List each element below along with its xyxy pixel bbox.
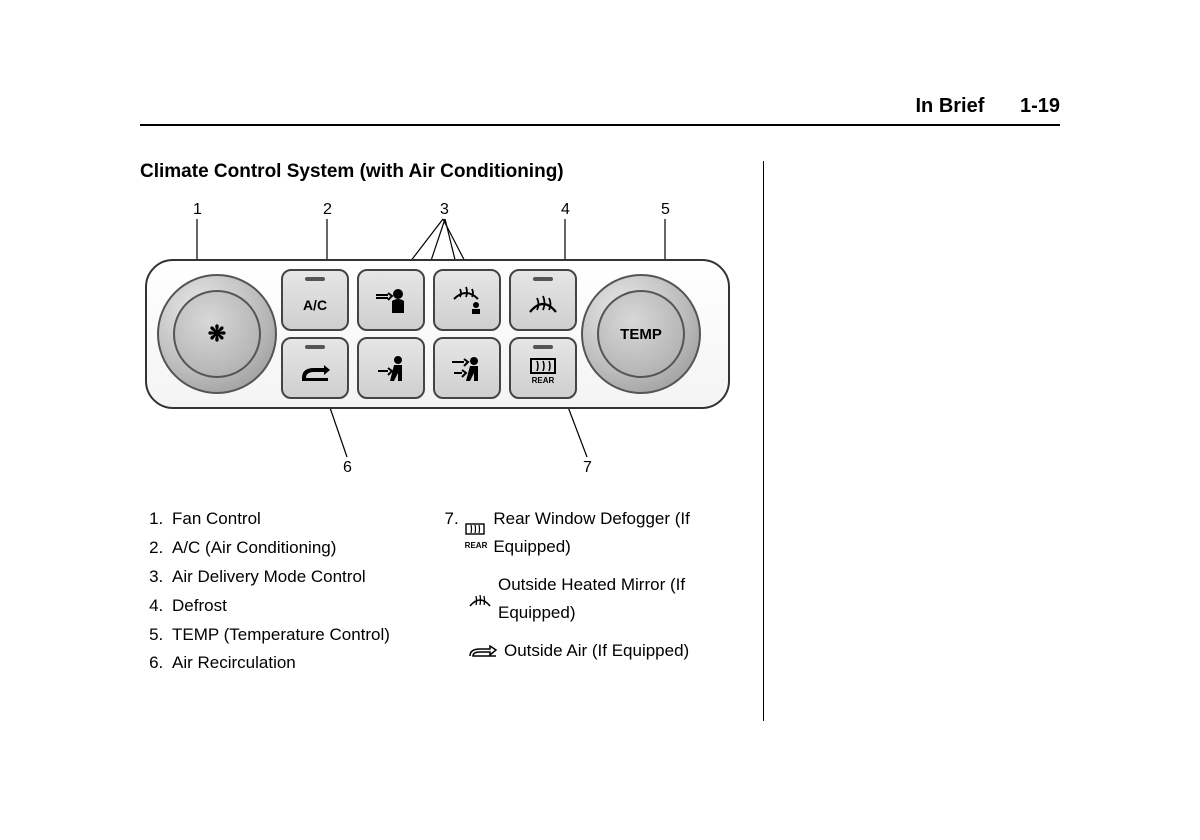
legend-text: Outside Air (If Equipped): [504, 637, 689, 665]
fan-knob: ❋: [157, 274, 277, 394]
callout-number: 5: [661, 201, 670, 219]
climate-control-diagram: ❋ A/C: [140, 201, 735, 481]
button-column-1: A/C: [281, 269, 349, 399]
legend-item-7: 7. REAR Rear Window Defogger (If Equippe…: [440, 505, 730, 561]
header-rule: [140, 124, 1060, 126]
defrost-icon: [527, 292, 559, 316]
rear-defog-button: REAR: [509, 337, 577, 399]
temp-label: TEMP: [620, 326, 662, 343]
section-name: In Brief: [916, 95, 985, 117]
legend-item: TEMP (Temperature Control): [168, 621, 410, 650]
right-column: [763, 161, 1060, 721]
temp-knob: TEMP: [581, 274, 701, 394]
mode-defrost-foot-button: [433, 269, 501, 331]
defrost-button: [509, 269, 577, 331]
page-header: In Brief 1-19: [140, 95, 1060, 126]
legend-number: 7.: [440, 505, 459, 561]
led-indicator: [533, 345, 553, 349]
rear-defog-glyph: REAR: [465, 507, 488, 561]
legend: Fan Control A/C (Air Conditioning) Air D…: [140, 505, 753, 678]
callout-number: 6: [343, 459, 352, 477]
windshield-glyph: [468, 573, 492, 627]
outside-air-glyph: [468, 639, 498, 665]
legend-item: Fan Control: [168, 505, 410, 534]
legend-list: Fan Control A/C (Air Conditioning) Air D…: [140, 505, 410, 678]
ac-button: A/C: [281, 269, 349, 331]
fan-icon: ❋: [208, 321, 226, 347]
legend-extra-item: Outside Heated Mirror (If Equipped): [440, 571, 730, 627]
legend-extra-item: Outside Air (If Equipped): [440, 637, 730, 665]
mode-foot-button: [357, 337, 425, 399]
callout-number: 2: [323, 201, 332, 219]
mode-bilevel-button: [433, 337, 501, 399]
left-column: Climate Control System (with Air Conditi…: [140, 161, 753, 721]
callout-number: 1: [193, 201, 202, 219]
rear-label: REAR: [532, 376, 555, 385]
bilevel-icon: [450, 353, 484, 383]
legend-left-column: Fan Control A/C (Air Conditioning) Air D…: [140, 505, 410, 678]
recirc-icon: [300, 364, 330, 382]
legend-item: Air Delivery Mode Control: [168, 563, 410, 592]
foot-vent-icon: [374, 353, 408, 383]
legend-text: Rear Window Defogger (If Equipped): [493, 505, 730, 561]
section-title: Climate Control System (with Air Conditi…: [140, 161, 753, 183]
manual-page: In Brief 1-19 Climate Control System (wi…: [0, 0, 1200, 761]
rear-defog-icon: [529, 357, 557, 375]
button-column-3: [433, 269, 501, 399]
ac-label: A/C: [303, 297, 327, 313]
button-column-2: [357, 269, 425, 399]
defrost-foot-icon: [450, 285, 484, 315]
button-column-4: REAR: [509, 269, 577, 399]
legend-right-column: 7. REAR Rear Window Defogger (If Equippe…: [440, 505, 730, 678]
temp-knob-face: TEMP: [597, 290, 685, 378]
content-area: Climate Control System (with Air Conditi…: [140, 161, 1060, 721]
led-indicator: [305, 345, 325, 349]
legend-item: A/C (Air Conditioning): [168, 534, 410, 563]
led-indicator: [305, 277, 325, 281]
legend-text: Outside Heated Mirror (If Equipped): [498, 571, 730, 627]
recirculation-button: [281, 337, 349, 399]
led-indicator: [533, 277, 553, 281]
climate-panel: ❋ A/C: [145, 259, 730, 409]
callout-number: 4: [561, 201, 570, 219]
legend-item: Defrost: [168, 592, 410, 621]
page-number: 1-19: [1020, 95, 1060, 117]
fan-knob-face: ❋: [173, 290, 261, 378]
legend-item: Air Recirculation: [168, 649, 410, 678]
callout-number: 7: [583, 459, 592, 477]
callout-number: 3: [440, 201, 449, 219]
header-text: In Brief 1-19: [140, 95, 1060, 118]
mode-face-button: [357, 269, 425, 331]
face-vent-icon: [374, 285, 408, 315]
